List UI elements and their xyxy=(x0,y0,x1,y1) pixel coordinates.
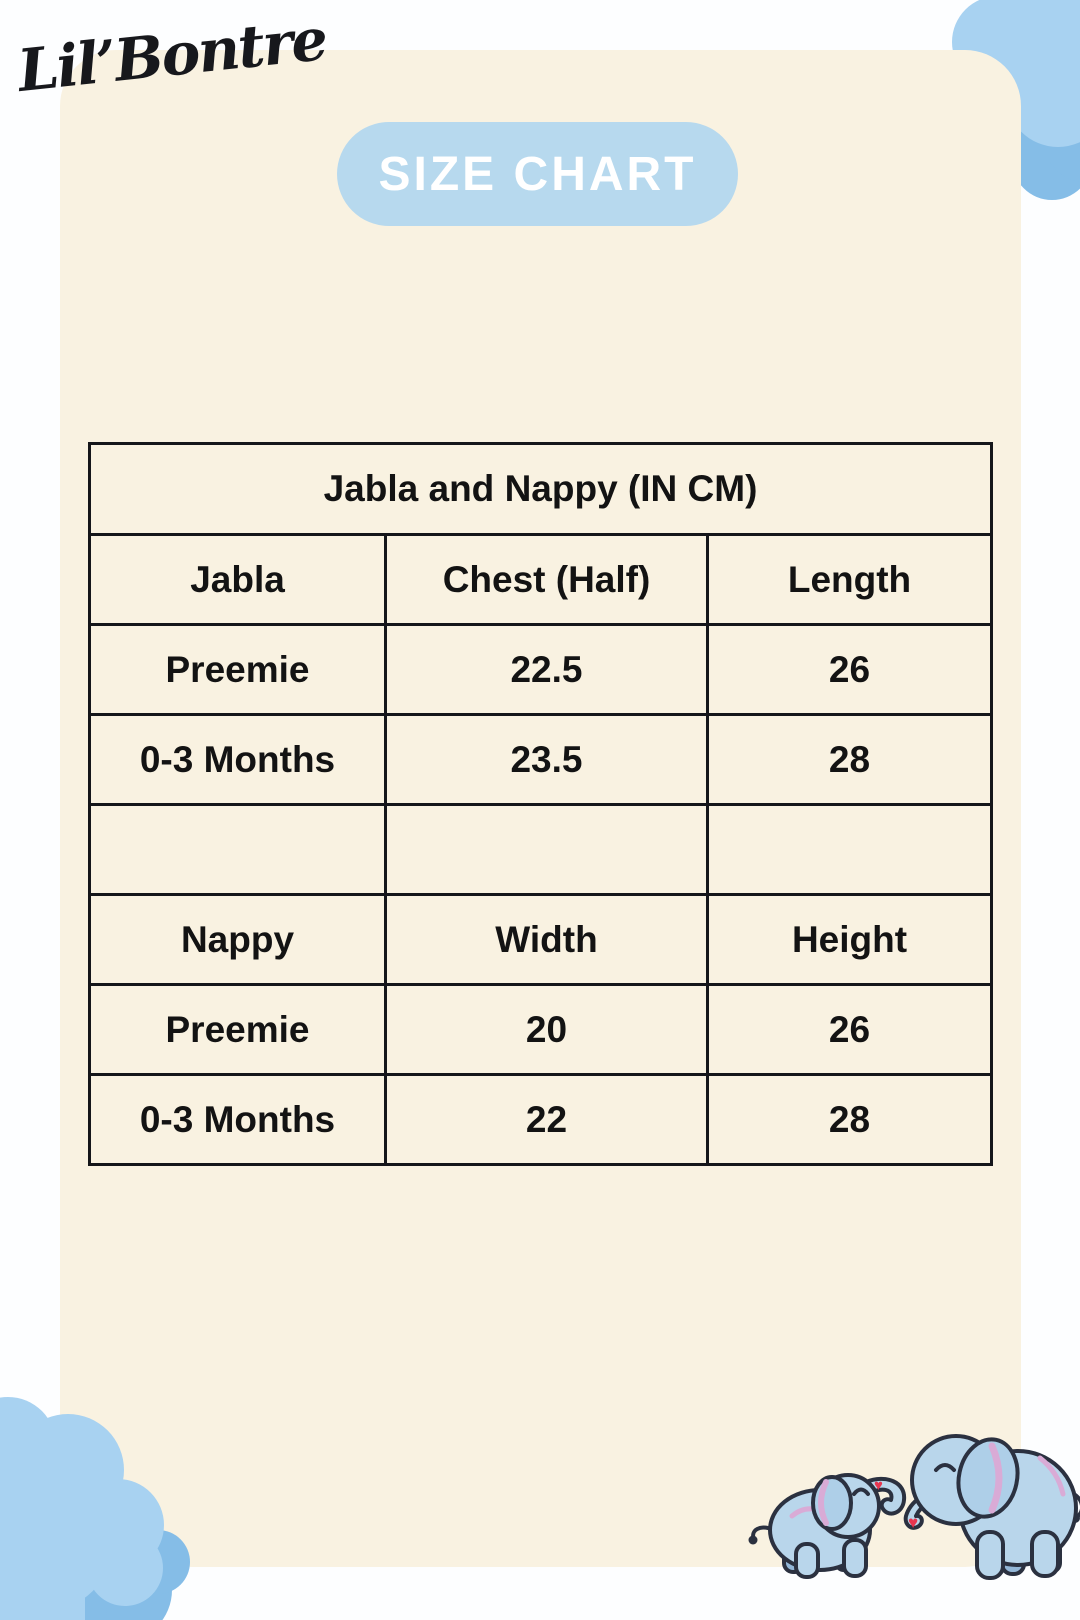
cell-nappy-preemie-height: 26 xyxy=(706,983,993,1076)
table-row: 0-3 Months 23.5 28 xyxy=(88,713,993,806)
page-title: SIZE CHART xyxy=(378,147,697,201)
cell-nappy-preemie-width: 20 xyxy=(384,983,709,1076)
col-header-jabla: Jabla xyxy=(88,533,387,626)
spacer-cell xyxy=(88,803,387,896)
spacer-cell xyxy=(384,803,709,896)
jabla-header-row: Jabla Chest (Half) Length xyxy=(88,533,993,626)
cell-jabla-preemie-chest: 22.5 xyxy=(384,623,709,716)
table-title: Jabla and Nappy (IN CM) xyxy=(88,442,993,536)
cell-nappy-0-3-height: 28 xyxy=(706,1073,993,1166)
cell-jabla-preemie-size: Preemie xyxy=(88,623,387,716)
col-header-length: Length xyxy=(706,533,993,626)
table-row: Preemie 20 26 xyxy=(88,983,993,1076)
col-header-chest-half: Chest (Half) xyxy=(384,533,709,626)
cell-jabla-preemie-length: 26 xyxy=(706,623,993,716)
cell-nappy-0-3-width: 22 xyxy=(384,1073,709,1166)
cell-jabla-0-3-length: 28 xyxy=(706,713,993,806)
cell-jabla-0-3-chest: 23.5 xyxy=(384,713,709,806)
col-header-width: Width xyxy=(384,893,709,986)
heart-icon: ♥ xyxy=(874,1477,883,1494)
cell-nappy-preemie-size: Preemie xyxy=(88,983,387,1076)
spacer-row xyxy=(88,803,993,896)
size-chart-title-badge: SIZE CHART xyxy=(337,122,738,226)
elephant-baby-icon: ♥ xyxy=(748,1473,907,1579)
elephants-illustration: ♥ ♥ xyxy=(748,1434,1080,1580)
cell-jabla-0-3-size: 0-3 Months xyxy=(88,713,387,806)
cell-nappy-0-3-size: 0-3 Months xyxy=(88,1073,387,1166)
elephant-mother-icon: ♥ xyxy=(903,1434,1080,1580)
table-title-row: Jabla and Nappy (IN CM) xyxy=(88,442,993,536)
heart-icon: ♥ xyxy=(908,1513,918,1532)
size-chart-table: Jabla and Nappy (IN CM) Jabla Chest (Hal… xyxy=(88,442,993,1166)
col-header-nappy: Nappy xyxy=(88,893,387,986)
table-row: 0-3 Months 22 28 xyxy=(88,1073,993,1166)
spacer-cell xyxy=(706,803,993,896)
col-header-height: Height xyxy=(706,893,993,986)
nappy-header-row: Nappy Width Height xyxy=(88,893,993,986)
table-row: Preemie 22.5 26 xyxy=(88,623,993,716)
cloud-bottom-left-icon xyxy=(0,1397,190,1620)
